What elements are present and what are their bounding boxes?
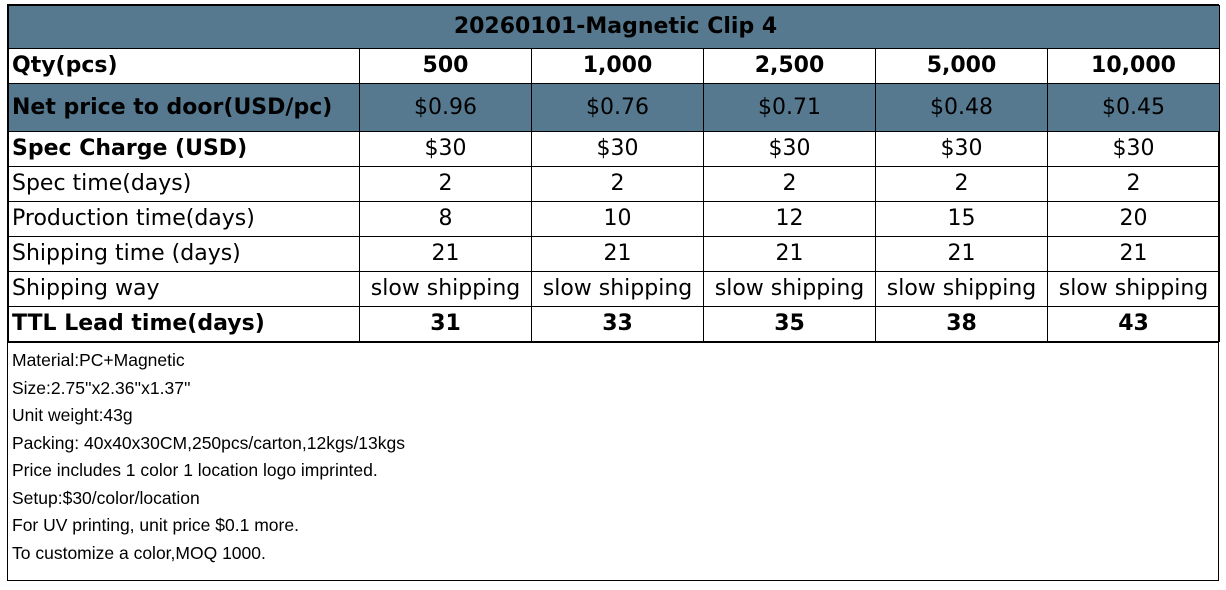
sheet-title: 20260101-Magnetic Clip 4	[8, 5, 1220, 49]
shipping-time-cell: 21	[531, 236, 704, 272]
ttl-lead-time-cell: 35	[703, 306, 876, 342]
spec-charge-cell: $30	[703, 131, 876, 167]
ttl-lead-time-cell: 43	[1047, 306, 1220, 342]
table-row-spec-charge: Spec Charge (USD) $30 $30 $30 $30 $30	[8, 131, 1220, 167]
spec-time-cell: 2	[359, 166, 532, 202]
spec-charge-cell: $30	[875, 131, 1048, 167]
shipping-time-cell: 21	[359, 236, 532, 272]
table-row-ttl-lead-time: TTL Lead time(days) 31 33 35 38 43	[8, 306, 1220, 342]
row-label-spec-charge: Spec Charge (USD)	[8, 131, 360, 167]
net-price-cell: $0.76	[531, 83, 704, 132]
row-label-qty: Qty(pcs)	[8, 48, 360, 84]
table-row-net-price: Net price to door(USD/pc) $0.96 $0.76 $0…	[8, 83, 1220, 132]
shipping-time-cell: 21	[703, 236, 876, 272]
net-price-cell: $0.48	[875, 83, 1048, 132]
pricing-table: 20260101-Magnetic Clip 4 Qty(pcs) 500 1,…	[8, 5, 1220, 342]
spec-time-cell: 2	[703, 166, 876, 202]
spec-charge-cell: $30	[1047, 131, 1220, 167]
production-time-cell: 15	[875, 201, 1048, 237]
table-row-production-time: Production time(days) 8 10 12 15 20	[8, 201, 1220, 237]
spec-time-cell: 2	[1047, 166, 1220, 202]
spec-time-cell: 2	[875, 166, 1048, 202]
table-row-spec-time: Spec time(days) 2 2 2 2 2	[8, 166, 1220, 202]
shipping-way-cell: slow shipping	[703, 271, 876, 307]
note-unit-weight: Unit weight:43g	[12, 405, 133, 425]
production-time-cell: 8	[359, 201, 532, 237]
row-label-spec-time: Spec time(days)	[8, 166, 360, 202]
spec-time-cell: 2	[531, 166, 704, 202]
net-price-cell: $0.71	[703, 83, 876, 132]
row-label-shipping-time: Shipping time (days)	[8, 236, 360, 272]
table-row-qty: Qty(pcs) 500 1,000 2,500 5,000 10,000	[8, 48, 1220, 84]
note-uv-printing: For UV printing, unit price $0.1 more.	[12, 515, 299, 535]
shipping-way-cell: slow shipping	[531, 271, 704, 307]
price-sheet: 20260101-Magnetic Clip 4 Qty(pcs) 500 1,…	[7, 4, 1220, 581]
note-price-includes: Price includes 1 color 1 location logo i…	[12, 460, 378, 480]
note-custom-color: To customize a color,MOQ 1000.	[12, 542, 266, 563]
spec-charge-cell: $30	[531, 131, 704, 167]
shipping-way-cell: slow shipping	[359, 271, 532, 307]
ttl-lead-time-cell: 33	[531, 306, 704, 342]
table-row-shipping-way: Shipping way slow shipping slow shipping…	[8, 271, 1220, 307]
shipping-way-cell: slow shipping	[1047, 271, 1220, 307]
production-time-cell: 12	[703, 201, 876, 237]
shipping-time-cell: 21	[875, 236, 1048, 272]
note-material: Material:PC+Magnetic	[12, 350, 185, 370]
net-price-cell: $0.45	[1047, 83, 1220, 132]
production-time-cell: 10	[531, 201, 704, 237]
ttl-lead-time-cell: 38	[875, 306, 1048, 342]
product-notes: Material:PC+Magnetic Size:2.75''x2.36''x…	[8, 342, 1218, 580]
title-row: 20260101-Magnetic Clip 4	[8, 5, 1220, 49]
row-label-ttl-lead-time: TTL Lead time(days)	[8, 306, 360, 342]
qty-cell: 5,000	[875, 48, 1048, 84]
spec-charge-cell: $30	[359, 131, 532, 167]
note-packing: Packing: 40x40x30CM,250pcs/carton,12kgs/…	[12, 432, 406, 453]
ttl-lead-time-cell: 31	[359, 306, 532, 342]
net-price-cell: $0.96	[359, 83, 532, 132]
row-label-production-time: Production time(days)	[8, 201, 360, 237]
row-label-shipping-way: Shipping way	[8, 271, 360, 307]
qty-cell: 2,500	[703, 48, 876, 84]
note-size: Size:2.75''x2.36''x1.37''	[12, 377, 191, 398]
shipping-way-cell: slow shipping	[875, 271, 1048, 307]
table-row-shipping-time: Shipping time (days) 21 21 21 21 21	[8, 236, 1220, 272]
shipping-time-cell: 21	[1047, 236, 1220, 272]
production-time-cell: 20	[1047, 201, 1220, 237]
note-setup: Setup:$30/color/location	[12, 487, 200, 508]
qty-cell: 10,000	[1047, 48, 1220, 84]
qty-cell: 500	[359, 48, 532, 84]
row-label-net-price: Net price to door(USD/pc)	[8, 83, 360, 132]
qty-cell: 1,000	[531, 48, 704, 84]
